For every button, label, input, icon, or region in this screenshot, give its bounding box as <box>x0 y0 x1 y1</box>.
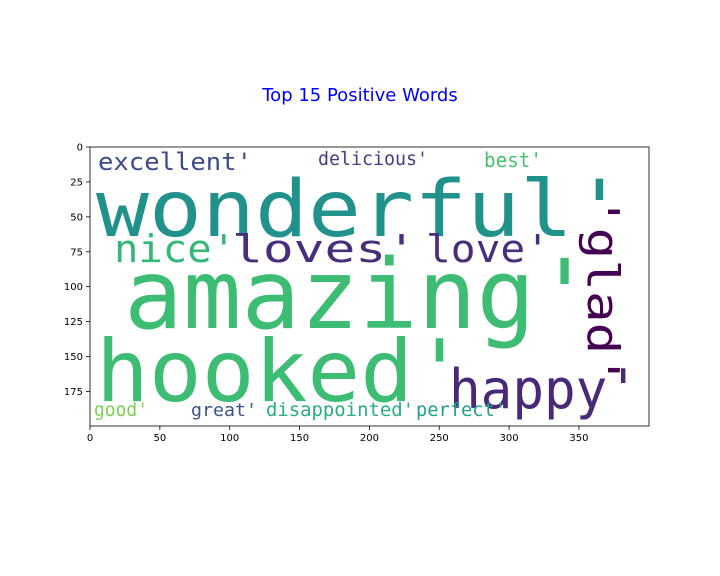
word: good' <box>94 399 148 421</box>
word: loves' <box>232 227 417 271</box>
word: love' <box>426 227 550 271</box>
x-tick-label: 50 <box>153 433 166 444</box>
y-tick-label: 75 <box>70 247 83 258</box>
chart-title: Top 15 Positive Words <box>261 85 457 106</box>
y-axis: 0 25 50 75 100 125 150 175 <box>64 143 90 398</box>
word: hooked' <box>96 322 466 422</box>
word-cloud: wonderful'amazing'hooked'happy' loves' lov… <box>94 148 639 422</box>
word: excellent' <box>98 148 252 176</box>
y-tick-label: 100 <box>64 282 83 293</box>
word: disappointed' <box>266 399 414 421</box>
x-tick-label: 350 <box>569 433 588 444</box>
x-axis: 0 50 100 150 200 250 300 350 <box>87 426 588 444</box>
word: best' <box>484 148 542 172</box>
y-tick-label: 175 <box>64 387 83 398</box>
word: amazing' <box>124 239 594 351</box>
x-tick-label: 200 <box>360 433 379 444</box>
word: happy' <box>449 358 639 421</box>
y-tick-label: 50 <box>70 212 83 223</box>
word: great' <box>191 400 257 421</box>
x-tick-label: 0 <box>87 433 93 444</box>
word: wonderful' <box>96 165 626 255</box>
word: delicious' <box>318 148 428 170</box>
word: nice' <box>114 227 236 271</box>
y-tick-label: 0 <box>77 143 83 154</box>
x-tick-label: 150 <box>290 433 309 444</box>
word: 'glad' <box>577 196 628 386</box>
x-tick-label: 100 <box>220 433 239 444</box>
x-tick-label: 250 <box>430 433 449 444</box>
y-tick-label: 150 <box>64 352 83 363</box>
y-tick-label: 125 <box>64 317 83 328</box>
y-tick-label: 25 <box>70 177 83 188</box>
plot-area <box>90 147 649 426</box>
x-tick-label: 300 <box>500 433 519 444</box>
word: perfect' <box>416 399 506 421</box>
